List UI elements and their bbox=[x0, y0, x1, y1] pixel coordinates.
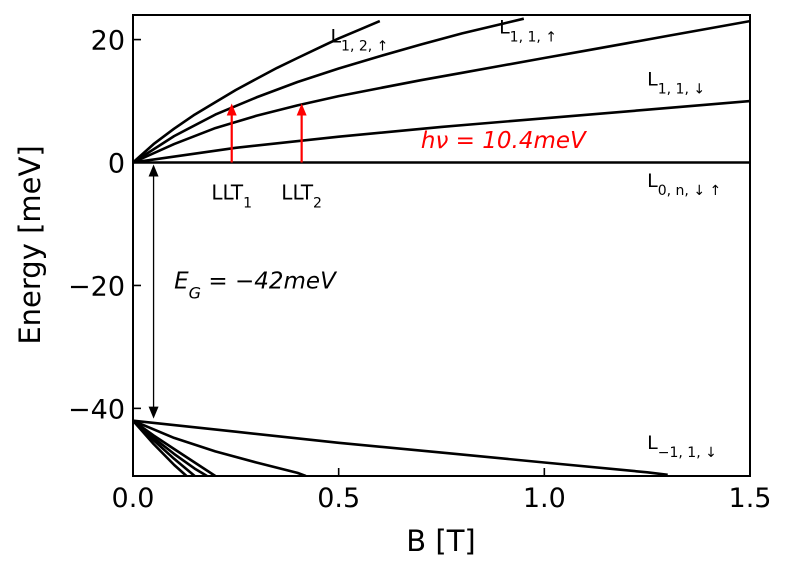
series-line-9 bbox=[133, 419, 208, 476]
y-tick-label: −40 bbox=[68, 394, 125, 425]
series-line-11 bbox=[133, 419, 188, 476]
gap-arrowhead-top bbox=[148, 164, 159, 177]
x-tick-label: 1.0 bbox=[523, 483, 566, 514]
y-axis-title: Energy [meV] bbox=[13, 145, 47, 344]
level-label-2: L1, 1, ↑ bbox=[499, 16, 557, 45]
plot-frame bbox=[132, 14, 751, 477]
transition-arrowhead-1 bbox=[226, 103, 237, 116]
axis-ticks: 0.0 0.5 1.0 1.5 −40 −20 0 20 bbox=[68, 26, 771, 514]
x-tick-label: 0.5 bbox=[317, 483, 360, 514]
series-line-1 bbox=[133, 19, 381, 164]
series-line-2 bbox=[133, 17, 525, 164]
transition-label-2: LLT2 bbox=[281, 181, 322, 212]
series-line-10 bbox=[133, 419, 196, 476]
text-layer: L1, 2, ↑L1, 1, ↑L1, 1, ↓L0, n, ↓ ↑L−1, 1… bbox=[174, 16, 721, 461]
level-label-5: L−1, 1, ↓ bbox=[647, 432, 717, 461]
series-line-6 bbox=[133, 419, 668, 476]
x-tick-label: 0.0 bbox=[112, 483, 155, 514]
arrows-layer: LLT1 LLT2 bbox=[148, 103, 322, 419]
gap-arrowhead-bottom bbox=[148, 406, 159, 419]
level-label-3: L1, 1, ↓ bbox=[647, 69, 705, 98]
series-line-3 bbox=[133, 19, 750, 164]
transition-label-1: LLT1 bbox=[211, 181, 252, 212]
series-lines bbox=[133, 17, 750, 476]
y-tick-label: −20 bbox=[68, 271, 125, 302]
x-axis-title: B [T] bbox=[406, 524, 475, 558]
y-tick-label: 20 bbox=[91, 26, 125, 57]
y-tick-label: 0 bbox=[108, 149, 125, 180]
x-tick-label: 1.5 bbox=[729, 483, 772, 514]
annotation-2: EG = −42meV bbox=[174, 269, 338, 303]
series-line-4 bbox=[133, 99, 750, 164]
annotation-1: hν = 10.4meV bbox=[421, 128, 588, 154]
series-line-7 bbox=[133, 419, 307, 476]
transition-arrowhead-2 bbox=[296, 103, 307, 116]
level-label-4: L0, n, ↓ ↑ bbox=[647, 170, 721, 199]
